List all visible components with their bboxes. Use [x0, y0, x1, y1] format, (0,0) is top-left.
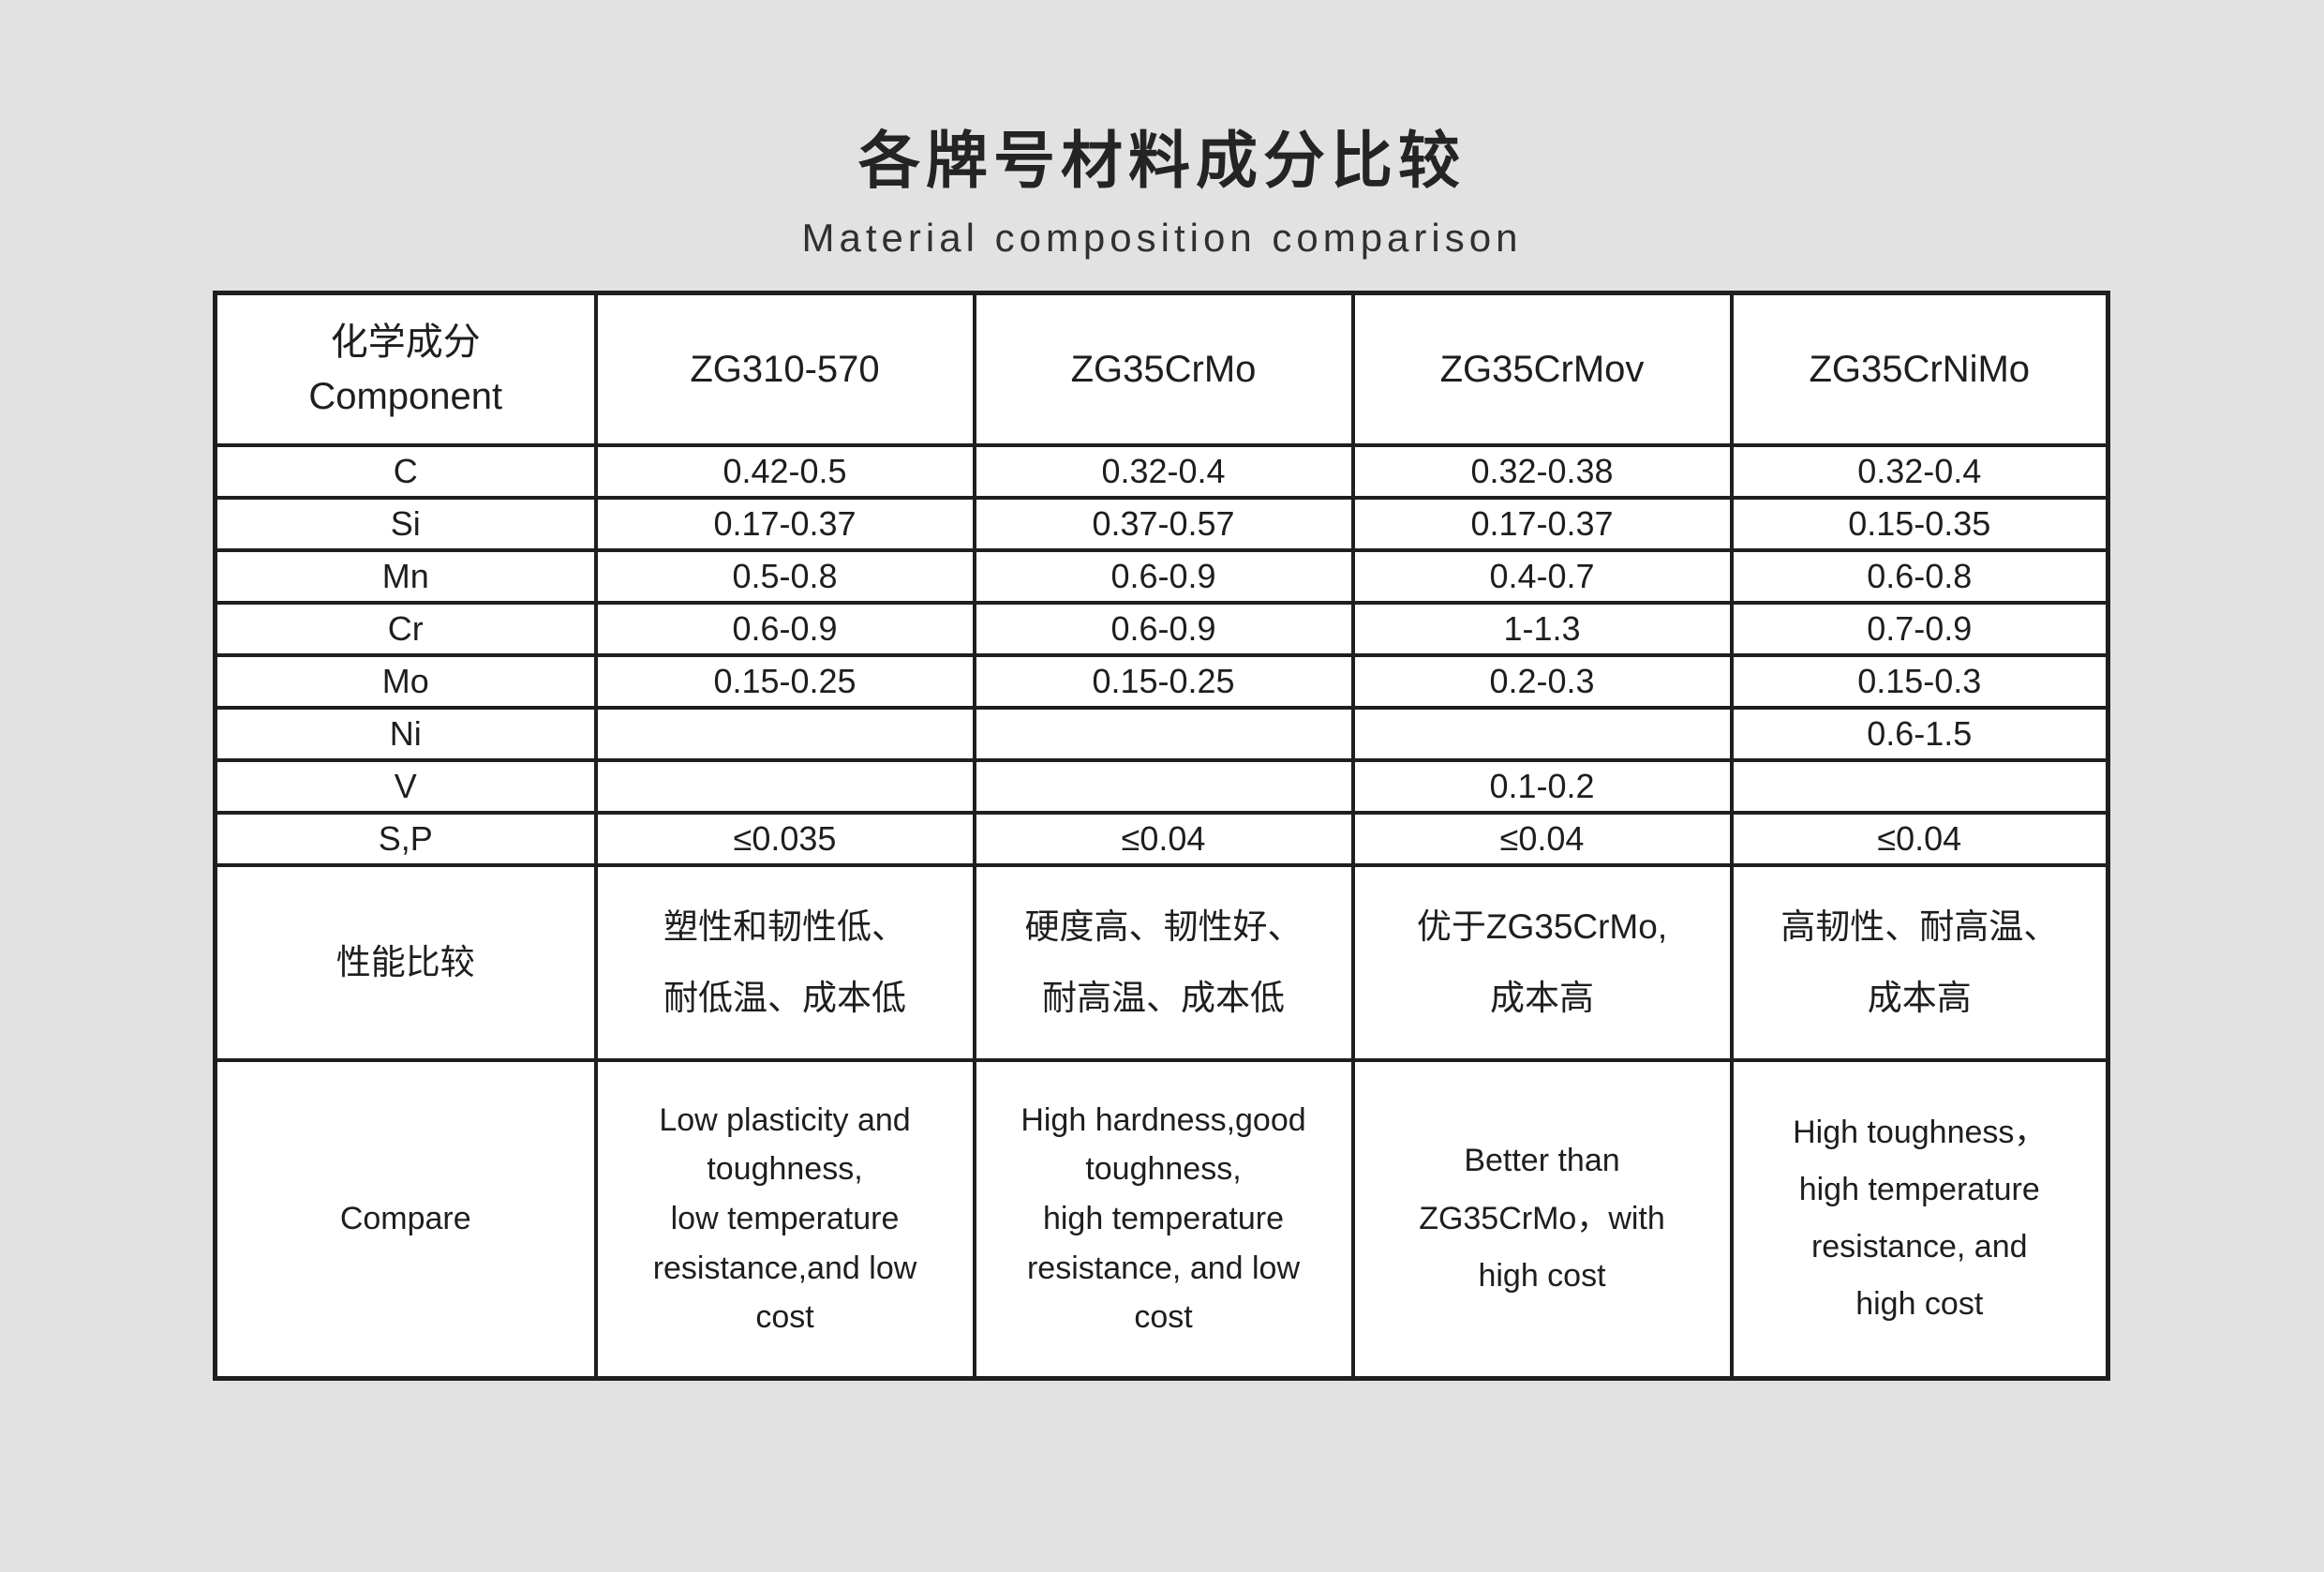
row-label: Compare [213, 1057, 598, 1381]
table-cell: 高韧性、耐高温、 成本高 [1729, 862, 2110, 1062]
table-cell: 0.5-0.8 [593, 547, 976, 605]
table-cell: ≤0.04 [972, 810, 1355, 867]
table-cell: Low plasticity and toughness, low temper… [593, 1057, 976, 1381]
header-row: 化学成分 Component ZG310-570 ZG35CrMo ZG35Cr… [213, 291, 2110, 447]
table-cell [972, 705, 1355, 762]
table-cell: 0.6-0.9 [972, 547, 1355, 605]
table-cell: 0.32-0.38 [1350, 442, 1734, 500]
table-cell: 0.6-1.5 [1729, 705, 2110, 762]
table-cell: 塑性和韧性低、 耐低温、成本低 [593, 862, 976, 1062]
table-cell: 0.6-0.8 [1729, 547, 2110, 605]
column-header-zg35crmov: ZG35CrMov [1350, 291, 1734, 447]
table-cell: 0.7-0.9 [1729, 600, 2110, 657]
table-cell: ≤0.04 [1350, 810, 1734, 867]
table-cell: 0.15-0.35 [1729, 495, 2110, 552]
table-cell: ≤0.035 [593, 810, 976, 867]
table-cell: 0.2-0.3 [1350, 652, 1734, 710]
table-row-performance: 性能比较 塑性和韧性低、 耐低温、成本低 硬度高、韧性好、 耐高温、成本低 优于… [213, 862, 2110, 1062]
table-cell: 0.37-0.57 [972, 495, 1355, 552]
table-row-mn: Mn 0.5-0.8 0.6-0.9 0.4-0.7 0.6-0.8 [213, 547, 2110, 605]
table-cell: 0.17-0.37 [1350, 495, 1734, 552]
table-cell [1350, 705, 1734, 762]
table-cell [1729, 757, 2110, 815]
table-row-cr: Cr 0.6-0.9 0.6-0.9 1-1.3 0.7-0.9 [213, 600, 2110, 657]
row-label: V [213, 757, 598, 815]
table-cell: 优于ZG35CrMo, 成本高 [1350, 862, 1734, 1062]
table-cell: 0.42-0.5 [593, 442, 976, 500]
row-label: Mn [213, 547, 598, 605]
row-label: 性能比较 [213, 862, 598, 1062]
table-cell [593, 757, 976, 815]
table-cell: High toughness， high temperature resista… [1729, 1057, 2110, 1381]
table-cell: 0.4-0.7 [1350, 547, 1734, 605]
table-cell: 硬度高、韧性好、 耐高温、成本低 [972, 862, 1355, 1062]
table-cell: High hardness,good toughness, high tempe… [972, 1057, 1355, 1381]
page-subtitle: Material composition comparison [801, 216, 1523, 260]
table-cell: 1-1.3 [1350, 600, 1734, 657]
column-header-zg310-570: ZG310-570 [593, 291, 976, 447]
table-row-sp: S,P ≤0.035 ≤0.04 ≤0.04 ≤0.04 [213, 810, 2110, 867]
table-cell: 0.15-0.3 [1729, 652, 2110, 710]
table-row-si: Si 0.17-0.37 0.37-0.57 0.17-0.37 0.15-0.… [213, 495, 2110, 552]
row-label: Ni [213, 705, 598, 762]
row-label: Si [213, 495, 598, 552]
column-header-zg35crnimo: ZG35CrNiMo [1729, 291, 2110, 447]
table-cell: ≤0.04 [1729, 810, 2110, 867]
column-header-component: 化学成分 Component [213, 291, 598, 447]
table-cell: 0.32-0.4 [1729, 442, 2110, 500]
composition-table: 化学成分 Component ZG310-570 ZG35CrMo ZG35Cr… [213, 291, 2110, 1381]
table-cell: 0.17-0.37 [593, 495, 976, 552]
table-row-v: V 0.1-0.2 [213, 757, 2110, 815]
table-cell: 0.15-0.25 [593, 652, 976, 710]
table-row-compare: Compare Low plasticity and toughness, lo… [213, 1057, 2110, 1381]
page-title: 各牌号材料成分比较 [858, 126, 1466, 195]
table-cell [593, 705, 976, 762]
column-header-zg35crmo: ZG35CrMo [972, 291, 1355, 447]
table-cell: Better than ZG35CrMo，with high cost [1350, 1057, 1734, 1381]
table-cell: 0.1-0.2 [1350, 757, 1734, 815]
row-label: S,P [213, 810, 598, 867]
table-cell: 0.32-0.4 [972, 442, 1355, 500]
table-cell: 0.6-0.9 [972, 600, 1355, 657]
row-label: Cr [213, 600, 598, 657]
table-cell [972, 757, 1355, 815]
table-cell: 0.6-0.9 [593, 600, 976, 657]
row-label: C [213, 442, 598, 500]
table-row-mo: Mo 0.15-0.25 0.15-0.25 0.2-0.3 0.15-0.3 [213, 652, 2110, 710]
table-row-ni: Ni 0.6-1.5 [213, 705, 2110, 762]
table-row-c: C 0.42-0.5 0.32-0.4 0.32-0.38 0.32-0.4 [213, 442, 2110, 500]
table-cell: 0.15-0.25 [972, 652, 1355, 710]
row-label: Mo [213, 652, 598, 710]
